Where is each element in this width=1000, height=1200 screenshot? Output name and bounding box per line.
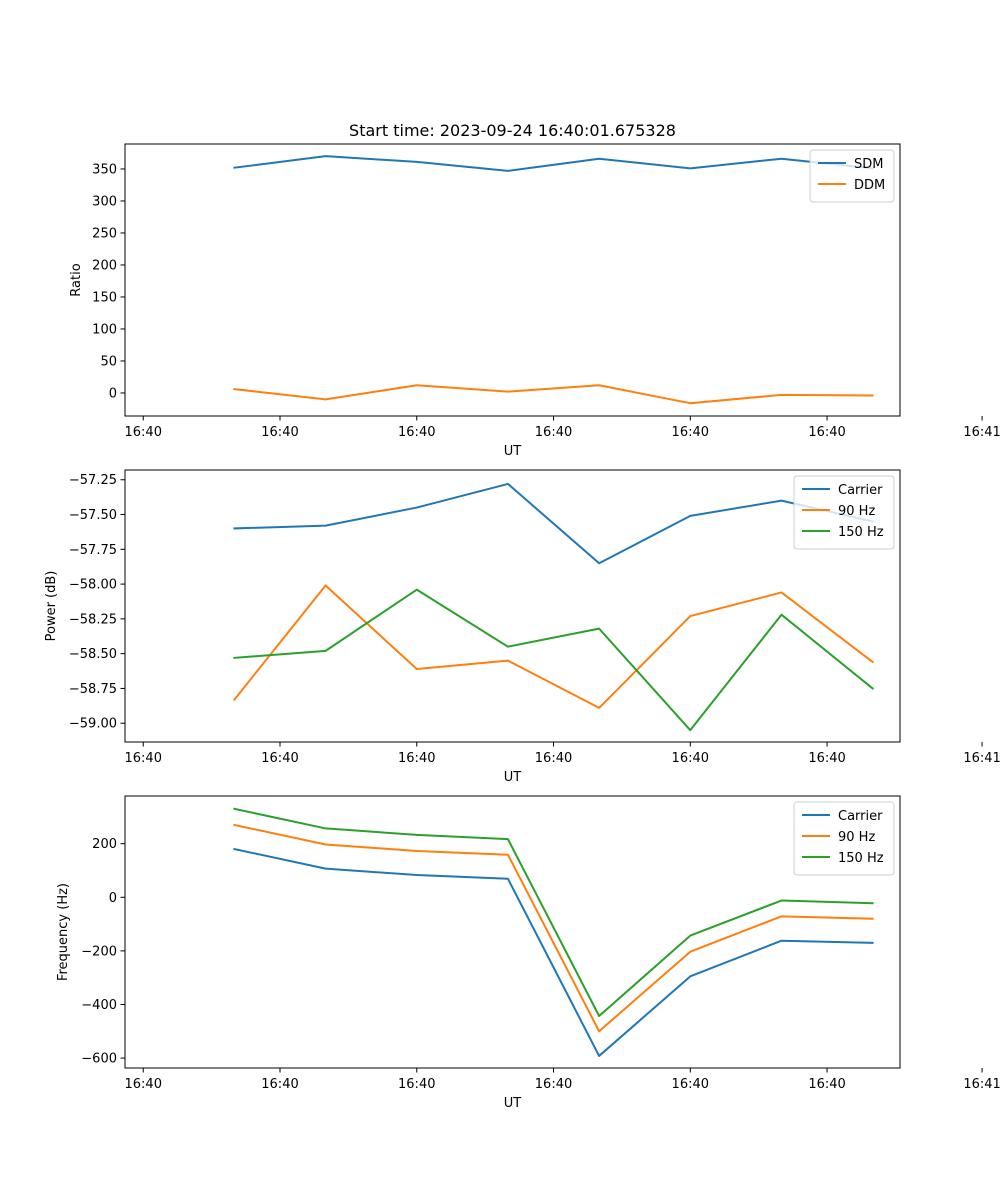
x-tick-label: 16:40 — [261, 425, 298, 440]
plot-frame — [124, 469, 901, 743]
x-tick-label: 16:40 — [398, 751, 435, 766]
y-tick-label: 300 — [92, 194, 117, 209]
x-tick-label: 16:40 — [398, 425, 435, 440]
x-tick-label: 16:40 — [808, 1077, 845, 1092]
legend: Carrier 90 Hz 150 Hz — [793, 801, 895, 876]
x-tick-label: 16:40 — [808, 751, 845, 766]
x-tick-label: 16:41 — [963, 751, 1000, 766]
x-tick-label: 16:40 — [125, 751, 162, 766]
x-tick-label: 16:40 — [125, 1077, 162, 1092]
legend-label: 90 Hz — [838, 504, 875, 519]
plot-frame — [124, 143, 901, 417]
x-tick-label: 16:40 — [398, 1077, 435, 1092]
legend-label: 150 Hz — [838, 525, 884, 540]
legend: Carrier 90 Hz 150 Hz — [793, 475, 895, 550]
x-tick-label: 16:40 — [535, 425, 572, 440]
x-tick-label: 16:40 — [672, 1077, 709, 1092]
ratio-panel: 16:40 16:40 16:40 16:40 16:40 16:40 16:41 0 50 10… — [69, 143, 1000, 459]
y-tick-label: −200 — [81, 944, 117, 959]
y-tick-label: 100 — [92, 322, 117, 337]
y-tick-label: 200 — [92, 258, 117, 273]
y-tick-label: −59.00 — [69, 717, 117, 732]
x-tick-label: 16:40 — [535, 751, 572, 766]
legend: SDM DDM — [809, 149, 895, 203]
plot-frame — [124, 795, 901, 1069]
y-tick-label: 150 — [92, 290, 117, 305]
x-axis-label: UT — [504, 444, 522, 459]
x-axis-label: UT — [504, 770, 522, 785]
y-tick-label: −600 — [81, 1052, 117, 1067]
y-axis-label: Ratio — [69, 263, 84, 296]
y-tick-label: 50 — [100, 354, 117, 369]
x-tick-label: 16:40 — [261, 751, 298, 766]
series-line-90-hz — [233, 584, 875, 709]
legend-label: 150 Hz — [838, 851, 884, 866]
series-line-90-hz — [233, 823, 874, 1033]
y-tick-label: 0 — [109, 386, 117, 401]
y-axis-label: Frequency (Hz) — [56, 883, 71, 981]
legend-label: DDM — [854, 178, 885, 193]
y-tick-label: −58.50 — [69, 647, 117, 662]
series-line-150-hz — [233, 807, 874, 1018]
x-axis-label: UT — [504, 1096, 522, 1111]
y-tick-label: 250 — [92, 226, 117, 241]
power-panel: 16:40 16:40 16:40 16:40 16:40 16:40 16:41 −59.0… — [44, 469, 1000, 785]
legend-label: 90 Hz — [838, 830, 875, 845]
x-tick-label: 16:40 — [125, 425, 162, 440]
y-tick-label: −58.25 — [69, 612, 117, 627]
y-tick-label: −58.00 — [69, 578, 117, 593]
x-tick-label: 16:41 — [963, 425, 1000, 440]
legend-label: Carrier — [838, 809, 883, 824]
x-tick-label: 16:40 — [672, 751, 709, 766]
y-axis-label: Power (dB) — [44, 571, 59, 642]
series-line-sdm — [233, 155, 874, 172]
y-tick-label: 350 — [92, 162, 117, 177]
frequency-panel: 16:40 16:40 16:40 16:40 16:40 16:40 16:41 −600 −… — [56, 795, 1000, 1111]
series-line-ddm — [233, 384, 874, 405]
y-tick-label: −58.75 — [69, 682, 117, 697]
legend-label: Carrier — [838, 483, 883, 498]
legend-label: SDM — [854, 157, 883, 172]
series-line-150-hz — [233, 588, 875, 732]
y-tick-label: −57.50 — [69, 508, 117, 523]
series-line-carrier — [233, 482, 874, 565]
y-tick-label: −57.25 — [69, 473, 117, 488]
x-tick-label: 16:40 — [672, 425, 709, 440]
x-tick-label: 16:40 — [808, 425, 845, 440]
y-tick-label: 0 — [109, 891, 117, 906]
x-tick-label: 16:40 — [261, 1077, 298, 1092]
y-tick-label: 200 — [92, 837, 117, 852]
figure-title: Start time: 2023-09-24 16:40:01.675328 — [349, 121, 676, 140]
y-tick-label: −400 — [81, 998, 117, 1013]
x-tick-label: 16:41 — [963, 1077, 1000, 1092]
series-line-carrier — [233, 847, 874, 1057]
x-tick-label: 16:40 — [535, 1077, 572, 1092]
y-tick-label: −57.75 — [69, 543, 117, 558]
